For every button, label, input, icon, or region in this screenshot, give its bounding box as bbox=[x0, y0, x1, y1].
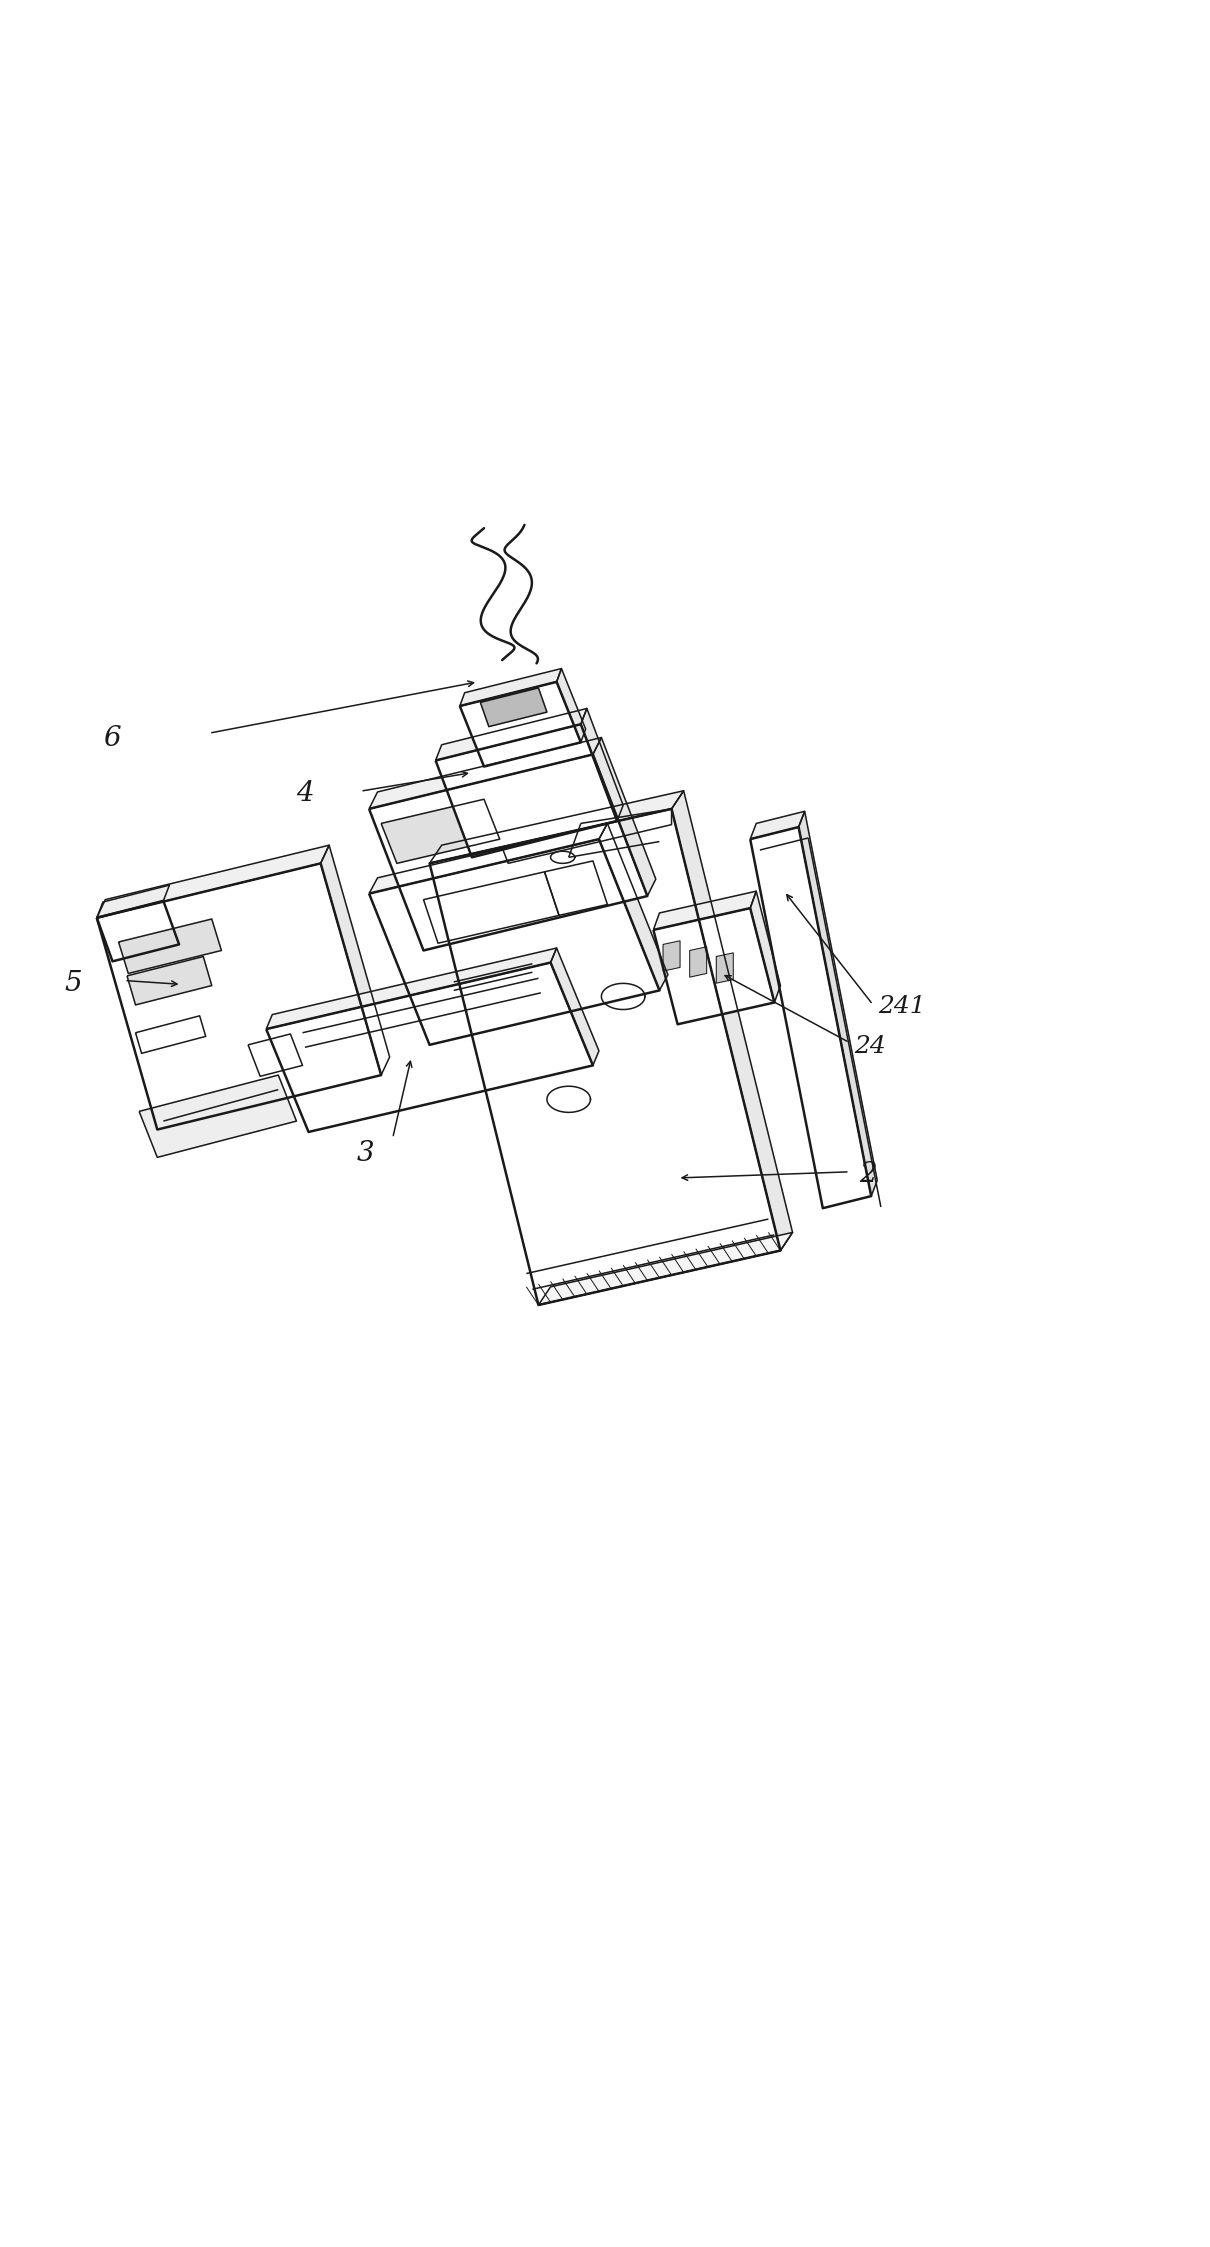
Text: 5: 5 bbox=[64, 971, 82, 998]
Polygon shape bbox=[424, 872, 559, 944]
Text: 3: 3 bbox=[357, 1139, 375, 1166]
Polygon shape bbox=[321, 845, 390, 1074]
Polygon shape bbox=[369, 838, 659, 1045]
Polygon shape bbox=[436, 708, 587, 759]
Text: 241: 241 bbox=[878, 995, 926, 1018]
Text: 24: 24 bbox=[854, 1034, 886, 1058]
Polygon shape bbox=[430, 791, 684, 863]
Text: 4: 4 bbox=[296, 780, 315, 807]
Polygon shape bbox=[799, 811, 877, 1195]
Polygon shape bbox=[538, 1231, 793, 1306]
Polygon shape bbox=[690, 946, 707, 977]
Polygon shape bbox=[127, 957, 212, 1004]
Polygon shape bbox=[136, 1016, 206, 1054]
Polygon shape bbox=[480, 688, 547, 726]
Polygon shape bbox=[750, 892, 780, 1002]
Polygon shape bbox=[97, 863, 381, 1130]
Polygon shape bbox=[266, 948, 557, 1029]
Polygon shape bbox=[97, 901, 179, 962]
Polygon shape bbox=[653, 892, 756, 930]
Text: 6: 6 bbox=[103, 726, 121, 753]
Polygon shape bbox=[248, 1034, 302, 1076]
Polygon shape bbox=[750, 827, 871, 1209]
Polygon shape bbox=[430, 809, 780, 1306]
Polygon shape bbox=[581, 708, 623, 820]
Polygon shape bbox=[460, 681, 581, 766]
Polygon shape bbox=[119, 919, 221, 973]
Polygon shape bbox=[460, 670, 561, 706]
Polygon shape bbox=[551, 948, 599, 1065]
Polygon shape bbox=[369, 822, 607, 894]
Polygon shape bbox=[139, 1074, 296, 1157]
Polygon shape bbox=[750, 811, 805, 838]
Polygon shape bbox=[599, 822, 668, 991]
Text: 2: 2 bbox=[859, 1162, 877, 1189]
Polygon shape bbox=[653, 908, 774, 1025]
Polygon shape bbox=[716, 953, 733, 984]
Polygon shape bbox=[557, 670, 586, 742]
Polygon shape bbox=[593, 737, 656, 897]
Polygon shape bbox=[97, 845, 329, 917]
Polygon shape bbox=[369, 755, 647, 950]
Polygon shape bbox=[672, 791, 793, 1252]
Polygon shape bbox=[436, 724, 617, 858]
Polygon shape bbox=[381, 800, 500, 863]
Polygon shape bbox=[266, 962, 593, 1132]
Polygon shape bbox=[544, 861, 607, 915]
Polygon shape bbox=[663, 941, 680, 971]
Polygon shape bbox=[369, 737, 601, 809]
Polygon shape bbox=[97, 885, 169, 917]
